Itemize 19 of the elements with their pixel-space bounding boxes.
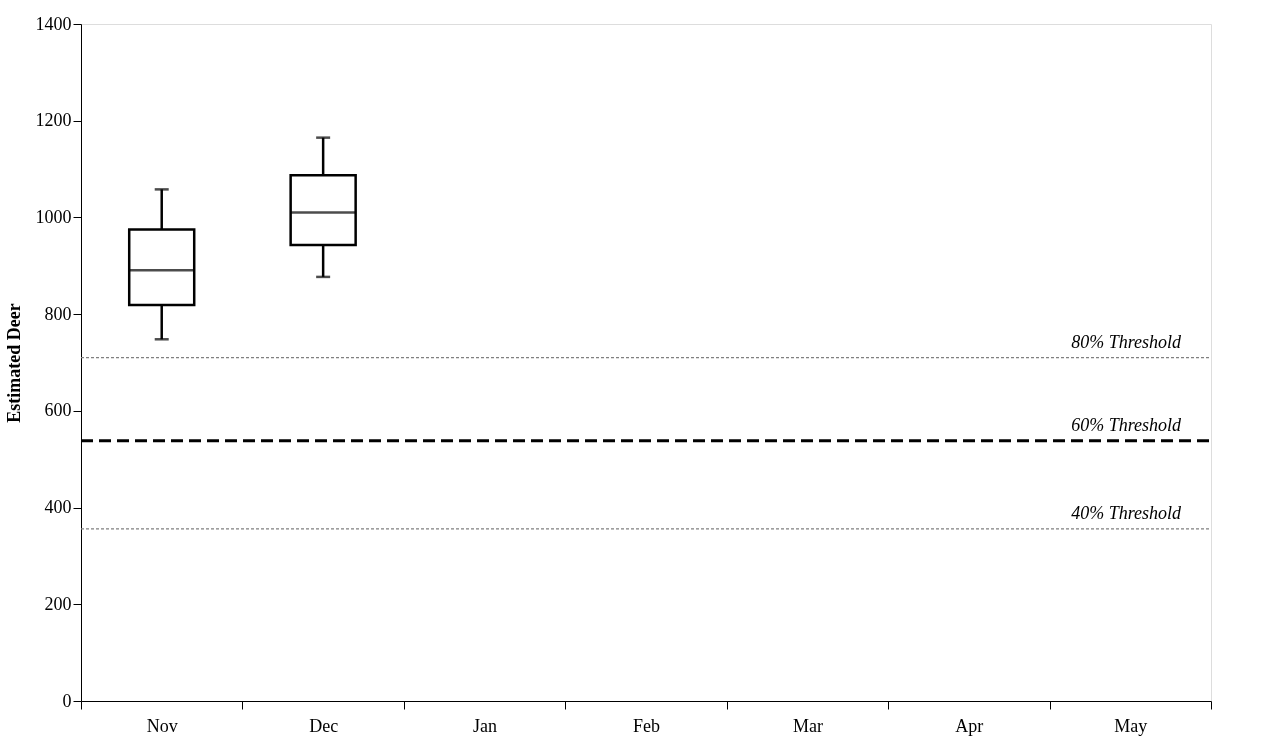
x-tick-label: Dec [309,715,339,736]
y-tick-label: 0 [62,690,72,711]
x-tick-label: Feb [633,715,660,736]
ref-line-label: 40% Threshold [1071,502,1182,523]
ref-line-label: 80% Threshold [1071,331,1182,352]
y-tick-label: 800 [44,303,72,324]
x-tick-label: May [1114,715,1148,736]
x-tick-label: Jan [473,715,498,736]
y-tick-label: 600 [44,400,72,421]
ref-line-label: 60% Threshold [1071,414,1182,435]
y-tick-label: 1200 [35,110,72,131]
x-tick-label: Nov [146,715,178,736]
y-tick-label: 200 [44,593,72,614]
x-tick-label: Mar [792,715,823,736]
y-axis-title: Estimated Deer [3,303,24,423]
x-tick-label: Apr [955,715,984,736]
y-tick-label: 1400 [35,13,72,34]
y-tick-label: 1000 [35,206,72,227]
y-tick-label: 400 [44,497,72,518]
